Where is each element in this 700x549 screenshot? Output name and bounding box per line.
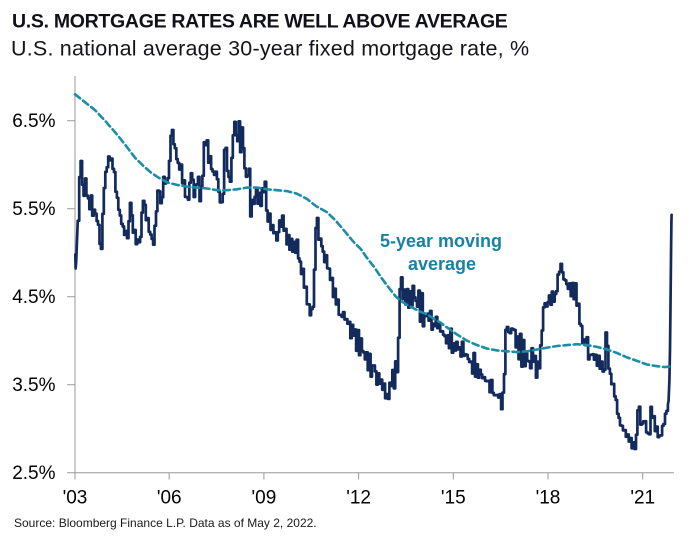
svg-text:6.5%: 6.5% <box>12 111 55 132</box>
svg-text:5-year moving: 5-year moving <box>380 231 502 251</box>
svg-text:3.5%: 3.5% <box>12 375 55 396</box>
svg-text:4.5%: 4.5% <box>12 287 55 308</box>
svg-text:2.5%: 2.5% <box>12 463 55 484</box>
svg-text:U.S. MORTGAGE RATES ARE WELL A: U.S. MORTGAGE RATES ARE WELL ABOVE AVERA… <box>12 10 508 32</box>
svg-text:'09: '09 <box>252 488 277 509</box>
svg-text:U.S. national average 30-year: U.S. national average 30-year fixed mort… <box>11 37 529 61</box>
svg-text:'06: '06 <box>157 488 182 509</box>
svg-text:'18: '18 <box>536 488 561 509</box>
svg-text:5.5%: 5.5% <box>12 199 55 220</box>
svg-text:average: average <box>408 254 476 274</box>
svg-text:'12: '12 <box>346 488 371 509</box>
svg-text:'03: '03 <box>63 488 88 509</box>
svg-text:Source: Bloomberg Finance L.P.: Source: Bloomberg Finance L.P. Data as o… <box>14 516 317 530</box>
svg-text:'15: '15 <box>441 488 466 509</box>
svg-text:'21: '21 <box>630 488 655 509</box>
